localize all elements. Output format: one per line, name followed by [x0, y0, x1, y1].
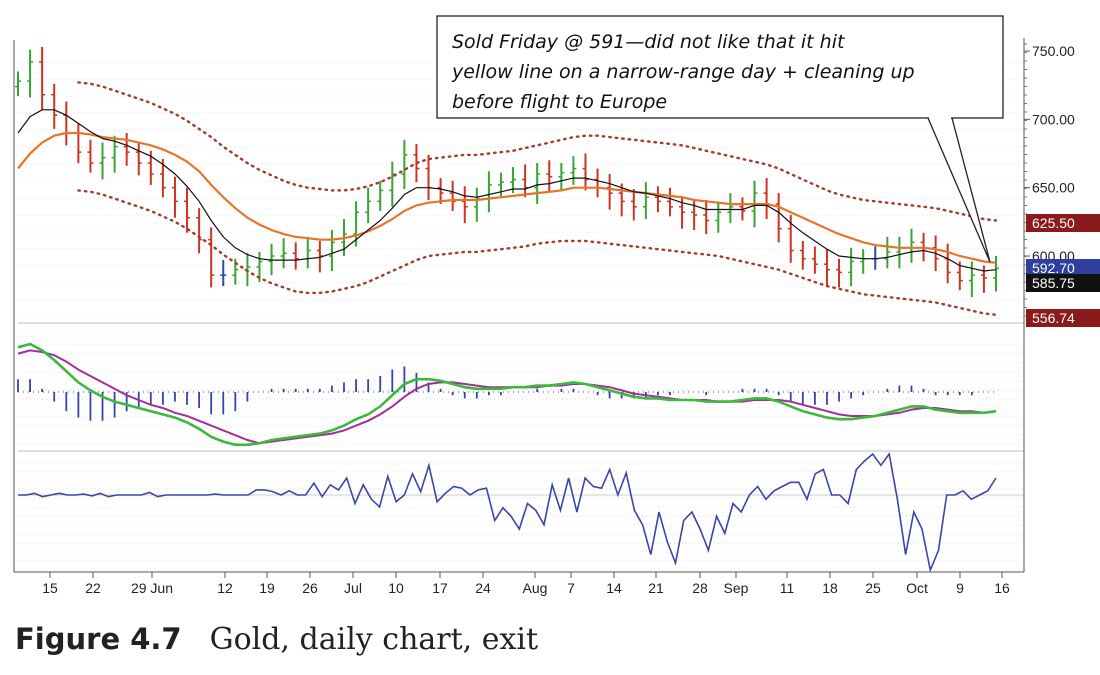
axes: 750.00700.00650.00600.00625.50592.70585.… — [13, 38, 1100, 596]
x-tick-label: 15 — [42, 580, 58, 596]
x-tick-label: 29 Jun — [131, 580, 173, 596]
x-tick-label: 12 — [217, 580, 233, 596]
price-tag-label: 556.74 — [1032, 310, 1075, 326]
force-index-panel — [18, 452, 1024, 573]
x-tick-label: Jul — [344, 580, 362, 596]
price-tag — [1026, 259, 1100, 277]
x-tick-label: 16 — [994, 580, 1010, 596]
y-tick-label: 750.00 — [1032, 43, 1075, 59]
x-tick-label: Oct — [906, 580, 928, 596]
force-index-line — [18, 452, 997, 573]
price-tag — [1026, 309, 1100, 327]
figure-title: Gold, daily chart, exit — [209, 622, 539, 657]
x-tick-label: Aug — [523, 580, 548, 596]
envelope-lower-line — [77, 189, 998, 316]
annotation-line-1: Sold Friday @ 591—did not like that it h… — [452, 31, 846, 53]
price-tag — [1026, 214, 1100, 232]
x-tick-label: 11 — [780, 580, 795, 596]
y-tick-label: 650.00 — [1032, 180, 1075, 196]
macd-panel — [17, 342, 997, 447]
x-tick-label: 24 — [475, 580, 491, 596]
price-panel — [15, 46, 999, 316]
grid — [18, 61, 1024, 571]
y-tick-label: 700.00 — [1032, 111, 1075, 127]
x-tick-label: 26 — [302, 580, 318, 596]
x-tick-label: 7 — [567, 580, 575, 596]
annotation-callout: Sold Friday @ 591—did not like that it h… — [436, 15, 1004, 263]
x-tick-label: 18 — [822, 580, 838, 596]
annotation-line-3: before flight to Europe — [452, 91, 667, 113]
price-tag-label: 625.50 — [1032, 215, 1075, 231]
x-tick-label: 14 — [606, 580, 622, 596]
ema-fast-line — [17, 109, 997, 272]
callout-box — [436, 15, 1004, 119]
x-tick-label: 28 — [692, 580, 708, 596]
annotation-line-2: yellow line on a narrow-range day + clea… — [451, 61, 915, 83]
x-tick-label: 9 — [956, 580, 964, 596]
figure-caption: Figure 4.7 Gold, daily chart, exit — [15, 622, 538, 657]
x-tick-label: Sep — [724, 580, 749, 596]
x-tick-label: 17 — [432, 580, 448, 596]
ema-slow-line — [17, 131, 997, 264]
x-tick-label: 22 — [85, 580, 101, 596]
macd-fast-line — [17, 342, 997, 447]
x-tick-label: 19 — [259, 580, 275, 596]
price-tag-label: 585.75 — [1032, 275, 1075, 291]
x-tick-label: 25 — [865, 580, 881, 596]
x-tick-label: 21 — [648, 580, 664, 596]
figure-label: Figure 4.7 — [15, 622, 182, 656]
price-tag — [1026, 274, 1100, 292]
envelope-upper-line — [77, 81, 998, 222]
price-tag-label: 592.70 — [1032, 260, 1075, 276]
x-tick-label: 10 — [388, 580, 404, 596]
gold-daily-chart: 750.00700.00650.00600.00625.50592.70585.… — [13, 15, 1100, 596]
